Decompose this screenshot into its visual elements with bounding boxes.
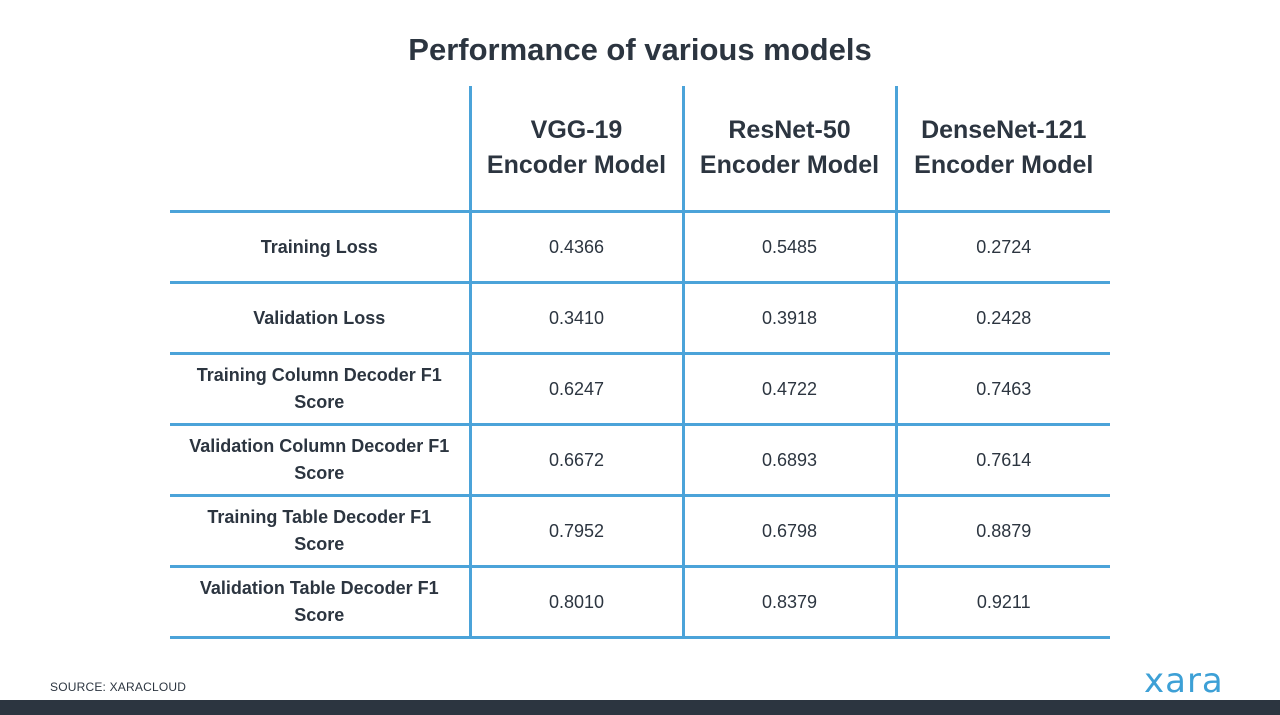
results-table: VGG-19 Encoder Model ResNet-50 Encoder M… xyxy=(170,86,1110,639)
table-cell: 0.2428 xyxy=(894,281,1110,355)
column-header-line1: DenseNet-121 xyxy=(921,116,1087,144)
table-cell: 0.8010 xyxy=(468,565,685,639)
row-label: Training Column Decoder F1 Score xyxy=(170,352,472,426)
column-header-line2: Encoder Model xyxy=(914,151,1094,179)
column-header-line2: Encoder Model xyxy=(486,151,667,179)
column-header-line1: ResNet-50 xyxy=(728,116,851,144)
column-header-vgg19: VGG-19 Encoder Model xyxy=(468,86,685,213)
page-title: Performance of various models xyxy=(408,32,872,67)
table-cell: 0.5485 xyxy=(681,210,898,284)
table-cell: 0.6798 xyxy=(681,494,898,568)
table-cell: 0.4366 xyxy=(468,210,685,284)
table-cell: 0.7952 xyxy=(468,494,685,568)
xara-logo: xara xyxy=(1144,661,1224,701)
column-header-line2: Encoder Model xyxy=(699,151,880,179)
table-cell: 0.6893 xyxy=(681,423,898,497)
row-label: Validation Column Decoder F1 Score xyxy=(170,423,472,497)
footer-bar xyxy=(0,700,1280,715)
results-table-container: VGG-19 Encoder Model ResNet-50 Encoder M… xyxy=(170,86,1110,639)
table-cell: 0.8379 xyxy=(681,565,898,639)
table-row: Training Column Decoder F1 Score 0.6247 … xyxy=(170,352,1110,426)
table-cell: 0.3410 xyxy=(468,281,685,355)
column-header-resnet50: ResNet-50 Encoder Model xyxy=(681,86,898,213)
source-note: SOURCE: XARACLOUD xyxy=(50,680,187,694)
table-row: Validation Loss 0.3410 0.3918 0.2428 xyxy=(170,281,1110,355)
corner-cell xyxy=(170,86,472,213)
table-row: Validation Column Decoder F1 Score 0.667… xyxy=(170,423,1110,497)
table-cell: 0.6247 xyxy=(468,352,685,426)
column-header-line1: VGG-19 xyxy=(530,116,623,144)
row-label: Training Loss xyxy=(170,210,472,284)
column-header-densenet121: DenseNet-121 Encoder Model xyxy=(894,86,1110,213)
table-row: Training Loss 0.4366 0.5485 0.2724 xyxy=(170,210,1110,284)
table-row: Training Table Decoder F1 Score 0.7952 0… xyxy=(170,494,1110,568)
row-label: Training Table Decoder F1 Score xyxy=(170,494,472,568)
table-cell: 0.7614 xyxy=(894,423,1110,497)
table-cell: 0.9211 xyxy=(894,565,1110,639)
table-row: Validation Table Decoder F1 Score 0.8010… xyxy=(170,565,1110,639)
table-cell: 0.6672 xyxy=(468,423,685,497)
table-cell: 0.7463 xyxy=(894,352,1110,426)
table-cell: 0.3918 xyxy=(681,281,898,355)
row-label: Validation Loss xyxy=(170,281,472,355)
table-cell: 0.2724 xyxy=(894,210,1110,284)
table-cell: 0.4722 xyxy=(681,352,898,426)
row-label: Validation Table Decoder F1 Score xyxy=(170,565,472,639)
header-row: VGG-19 Encoder Model ResNet-50 Encoder M… xyxy=(170,86,1110,213)
table-cell: 0.8879 xyxy=(894,494,1110,568)
